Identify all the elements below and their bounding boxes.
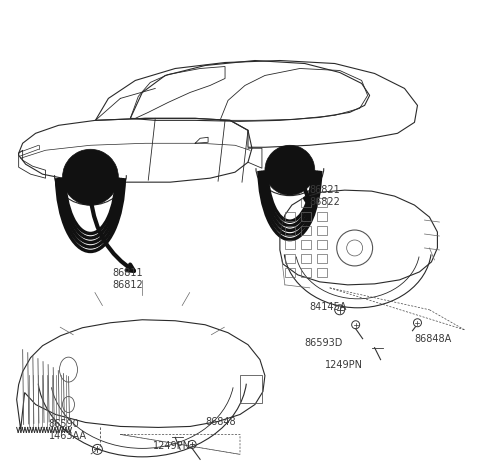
Text: 1249PN: 1249PN (325, 359, 363, 369)
Bar (317, 240, 327, 249)
Bar (301, 240, 311, 249)
Bar (301, 226, 311, 235)
Wedge shape (265, 145, 315, 195)
Text: 86848A: 86848A (415, 334, 452, 344)
Bar (285, 268, 295, 277)
Bar (317, 198, 327, 207)
Text: 86593D: 86593D (305, 338, 343, 348)
Bar (285, 240, 295, 249)
Bar (317, 268, 327, 277)
Bar (285, 226, 295, 235)
Bar (317, 254, 327, 263)
Text: 86821
86822: 86821 86822 (310, 185, 341, 207)
Text: 86811
86812: 86811 86812 (112, 268, 143, 289)
Text: 1249PN: 1249PN (153, 441, 191, 451)
Bar (317, 226, 327, 235)
Bar (301, 268, 311, 277)
Bar (285, 212, 295, 221)
Bar (301, 254, 311, 263)
Wedge shape (62, 149, 119, 205)
Bar (285, 254, 295, 263)
Text: 84145A: 84145A (310, 302, 347, 312)
Text: 86848: 86848 (205, 418, 236, 428)
Bar (301, 198, 311, 207)
Bar (240, 375, 262, 403)
Bar (317, 212, 327, 221)
Bar (301, 212, 311, 221)
Text: 86590
1463AA: 86590 1463AA (48, 420, 86, 441)
